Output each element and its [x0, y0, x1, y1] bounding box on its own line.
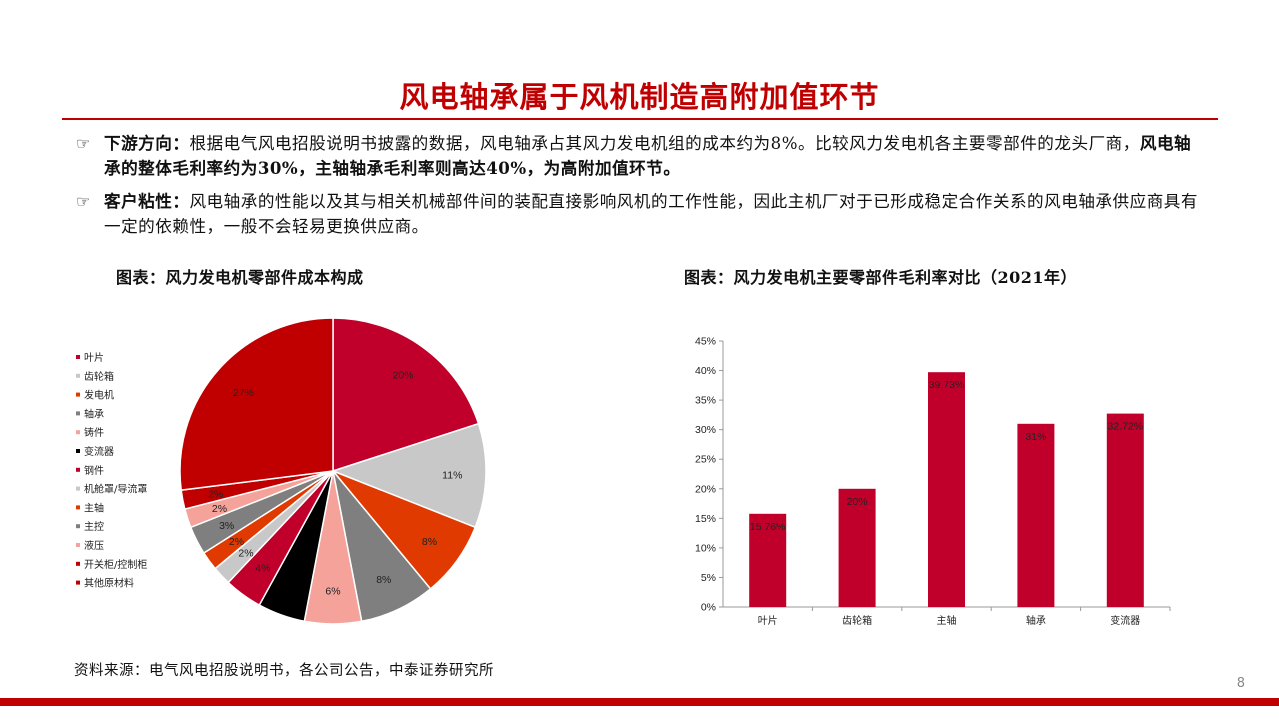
page-number: 8: [1236, 676, 1245, 691]
legend-label: 主轴: [84, 501, 104, 514]
bullet-item-downstream: ☞ 下游方向：根据电气风电招股说明书披露的数据，风电轴承占其风力发电机组的成本约…: [76, 131, 1206, 181]
legend-swatch: [76, 430, 80, 435]
bullet-lead: 客户粘性：: [104, 191, 190, 211]
y-tick-label: 25%: [695, 454, 716, 466]
legend-label: 铸件: [84, 426, 104, 439]
pie-slice-label: 27%: [233, 387, 254, 399]
pointing-hand-icon: ☞: [76, 134, 91, 153]
legend-swatch: [76, 486, 80, 491]
y-tick-label: 30%: [695, 424, 716, 436]
legend-swatch: [76, 543, 80, 547]
bar: [928, 372, 965, 607]
y-tick-label: 40%: [695, 365, 716, 377]
legend-swatch: [76, 392, 80, 397]
footer-bar: [0, 698, 1279, 706]
legend-label: 叶片: [84, 351, 104, 364]
x-tick-label: 主轴: [937, 614, 957, 627]
bullet-lead: 下游方向：: [104, 133, 190, 153]
legend-swatch: [76, 467, 80, 472]
bar: [838, 488, 876, 607]
legend-swatch: [76, 373, 80, 378]
legend-label: 液压: [84, 539, 104, 552]
pie-chart: 20%11%8%8%6%4%2%2%3%2%2%27%叶片齿轮箱发电机轴承铸件变…: [76, 317, 487, 625]
pie-slice: [179, 317, 334, 492]
y-tick-label: 5%: [701, 572, 716, 584]
pointing-hand-icon: ☞: [76, 192, 91, 211]
pie-slice: [330, 422, 487, 529]
legend-label: 发电机: [84, 389, 114, 402]
pie-slice-label: 2%: [229, 536, 244, 548]
pie-slice-label: 2%: [212, 503, 227, 515]
bullet-text: 风电轴承的性能以及其与相关机械部件间的装配直接影响风机的工作性能，因此主机厂对于…: [104, 192, 1198, 236]
legend-label: 变流器: [84, 445, 114, 458]
pie-slice-label: 8%: [376, 574, 391, 586]
x-tick-label: 轴承: [1026, 614, 1046, 627]
y-tick-label: 10%: [695, 542, 716, 554]
y-tick-label: 35%: [695, 395, 716, 407]
legend-swatch: [76, 449, 80, 453]
pie-slice-label: 20%: [393, 370, 414, 382]
bar: [1106, 413, 1144, 607]
legend-swatch: [76, 355, 80, 359]
bar-chart: 0% 5% 10% 15% 20% 25% 30% 35% 40% 45% 15.76% 叶片 20% 齿…: [695, 336, 1171, 627]
y-tick-label: 20%: [695, 483, 716, 495]
legend-swatch: [76, 411, 80, 416]
title-divider: [62, 118, 1218, 120]
legend-label: 其他原材料: [84, 577, 134, 590]
legend-label: 机舱罩/导流罩: [84, 483, 147, 496]
legend-swatch: [76, 505, 80, 510]
legend-swatch: [76, 580, 80, 585]
y-tick-label: 45%: [695, 336, 716, 348]
pie-slice-label: 2%: [208, 488, 223, 500]
y-tick-label: 15%: [695, 513, 716, 525]
bullet-text: 根据电气风电招股说明书披露的数据，风电轴承占其风力发电机组的成本约为8%。比较风…: [189, 134, 1140, 153]
legend-swatch: [76, 561, 80, 566]
x-tick-label: 齿轮箱: [842, 614, 872, 627]
legend-label: 开关柜/控制柜: [84, 558, 147, 571]
pie-slice-label: 2%: [238, 548, 253, 560]
pie-slice: [332, 317, 480, 473]
bar-value-label: 31%: [1025, 431, 1046, 443]
bullet-item-customer: ☞ 客户粘性：风电轴承的性能以及其与相关机械部件间的装配直接影响风机的工作性能，…: [76, 189, 1206, 239]
bar-value-label: 15.76%: [750, 521, 786, 533]
bar-value-label: 39.73%: [929, 379, 965, 391]
pie-slice-label: 3%: [219, 520, 234, 532]
bar: [1017, 423, 1055, 607]
legend-label: 齿轮箱: [84, 370, 114, 383]
bar-value-label: 32.72%: [1107, 421, 1143, 433]
source-note: 资料来源：电气风电招股说明书，各公司公告，中泰证券研究所: [74, 663, 494, 679]
pie-slice-label: 11%: [442, 470, 462, 482]
bar-chart-title: 图表：风力发电机主要零部件毛利率对比（2021年）: [684, 268, 1078, 287]
legend-label: 钢件: [84, 464, 104, 477]
pie-slice-label: 6%: [325, 585, 340, 597]
page-title: 风电轴承属于风机制造高附加值环节: [399, 80, 880, 114]
x-tick-label: 叶片: [758, 614, 778, 627]
pie-slice-label: 4%: [255, 563, 270, 575]
legend-label: 主控: [84, 520, 104, 533]
bar: [749, 513, 787, 607]
x-tick-label: 变流器: [1110, 614, 1140, 627]
y-tick-label: 0%: [701, 602, 716, 614]
bar-value-label: 20%: [847, 496, 868, 508]
pie-chart-title: 图表：风力发电机零部件成本构成: [116, 268, 364, 287]
legend-label: 轴承: [84, 407, 104, 420]
bullet-list: ☞ 下游方向：根据电气风电招股说明书披露的数据，风电轴承占其风力发电机组的成本约…: [76, 131, 1206, 247]
legend-swatch: [76, 524, 80, 529]
pie-slice-label: 8%: [422, 536, 437, 548]
bullet-text-bold: 风电轴承的整体毛利率约为30%，主轴轴承毛利率则高达40%，为高附加值环节。: [104, 133, 1192, 178]
